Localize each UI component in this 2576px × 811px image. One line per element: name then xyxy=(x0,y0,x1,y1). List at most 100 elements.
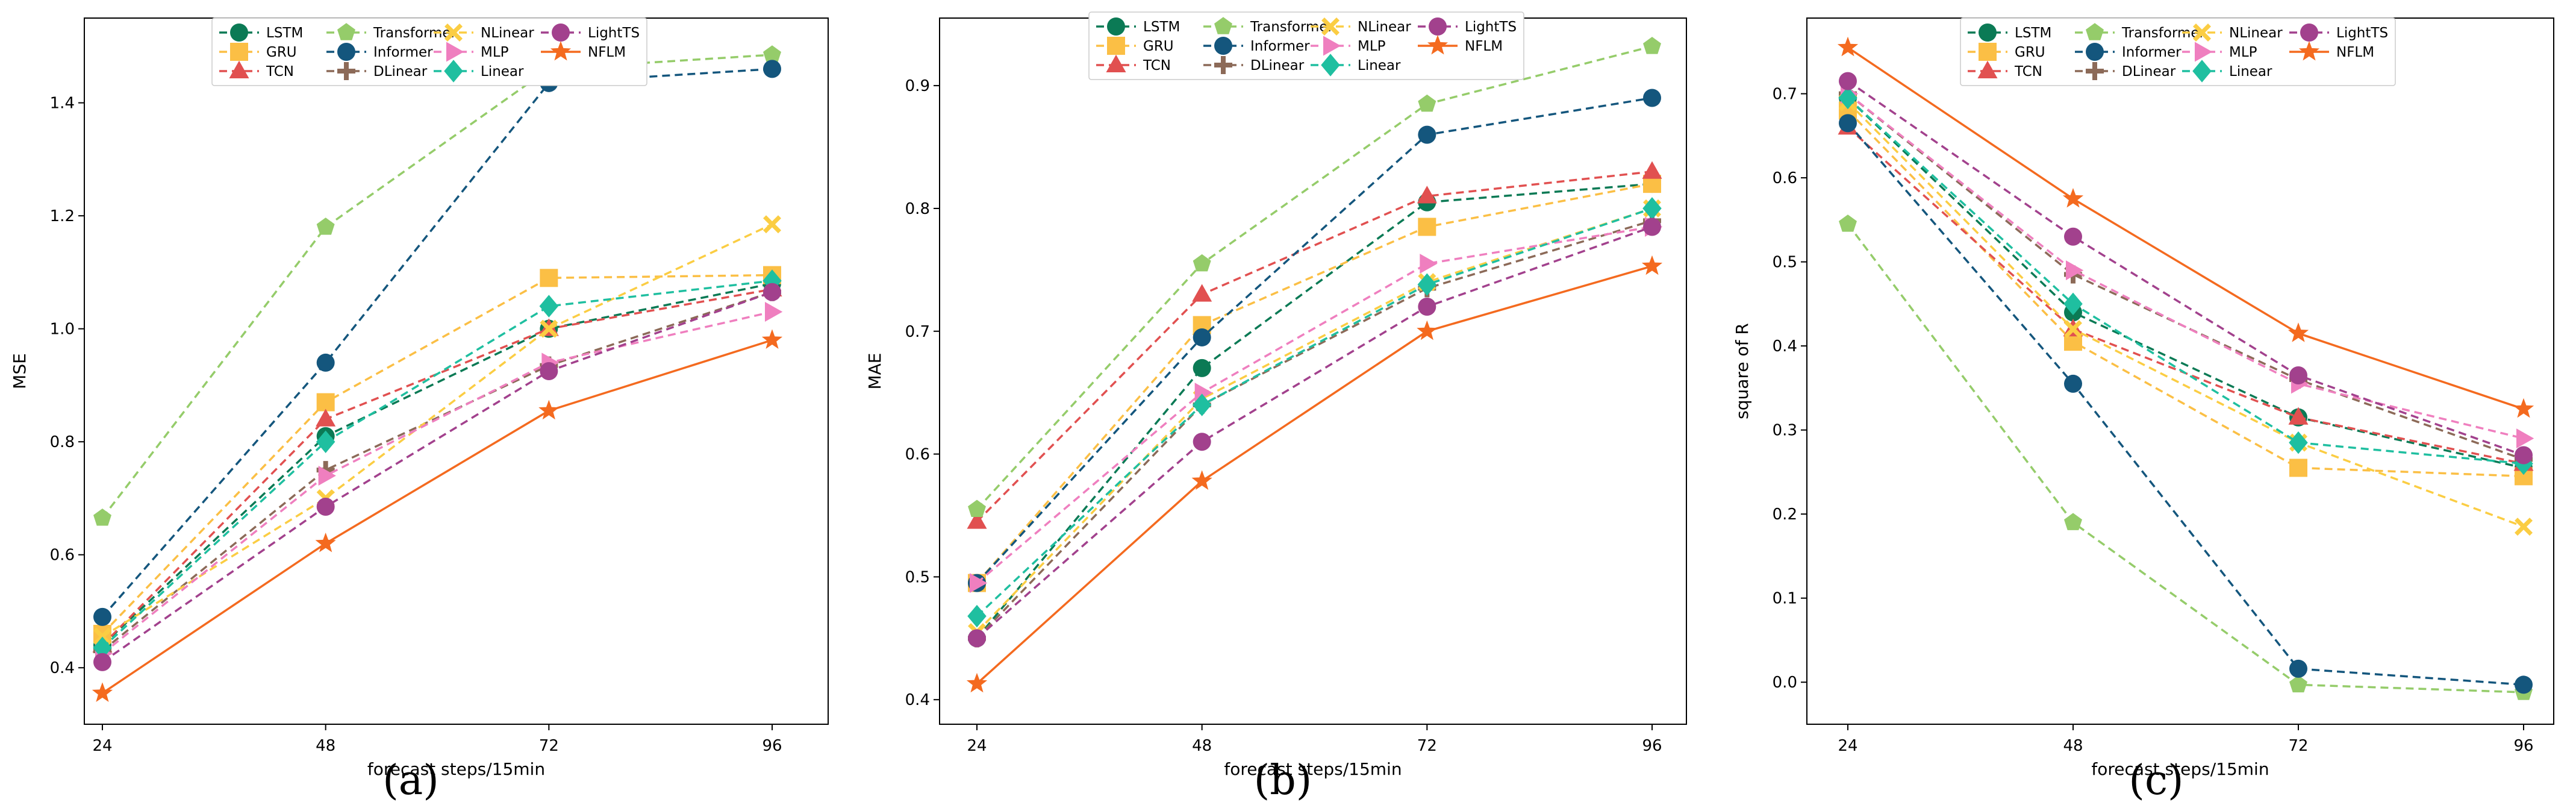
data-point-nlinear xyxy=(2064,320,2082,339)
legend-label-lightts: LightTS xyxy=(588,25,640,41)
series-line-gru xyxy=(101,274,773,635)
series-informer xyxy=(1839,114,2533,694)
legend-marker-gru xyxy=(230,43,248,61)
data-point-gru xyxy=(2289,459,2307,477)
series-linear xyxy=(93,269,782,660)
data-point-nlinear xyxy=(2515,518,2533,536)
data-point-transformer xyxy=(2289,675,2307,693)
series-nflm xyxy=(92,329,783,702)
x-tick-label: 48 xyxy=(2063,737,2083,755)
series-line-lightts xyxy=(1847,80,2524,457)
series-nlinear xyxy=(1839,93,2533,536)
data-point-lightts xyxy=(93,653,111,671)
data-point-transformer xyxy=(968,499,986,518)
legend-marker-lightts xyxy=(2300,23,2318,42)
panel-c: 0.0 0.1 0.2 0.3 0.4 0.5 0.6 0.7 24 48 72 96 forecast… xyxy=(1732,17,2554,804)
legend-marker-tcn xyxy=(1977,60,1998,78)
legend-marker-transformer xyxy=(2086,23,2104,40)
data-point-lightts xyxy=(1418,297,1436,316)
x-tick-label: 72 xyxy=(2288,737,2308,755)
series-line-nlinear xyxy=(1847,101,2524,528)
data-point-gru xyxy=(540,269,558,287)
x-tick-label: 72 xyxy=(1417,737,1437,755)
legend-label-nlinear: NLinear xyxy=(481,25,534,41)
series-informer xyxy=(93,60,781,626)
legend-marker-lstm xyxy=(1979,23,1997,42)
series-line-transformer xyxy=(101,54,773,519)
data-point-transformer xyxy=(316,218,335,235)
data-point-lightts xyxy=(968,629,986,648)
legend-label-mlp: MLP xyxy=(2229,45,2257,60)
series-transformer xyxy=(1839,214,2533,700)
series-gru xyxy=(93,266,781,643)
panel-b: 0.4 0.5 0.6 0.7 0.8 0.9 24 48 72 96 forecast steps… xyxy=(865,11,1687,804)
data-point-nlinear xyxy=(93,627,111,646)
y-tick-label: 0.8 xyxy=(905,200,930,218)
legend-marker-linear xyxy=(444,60,463,83)
legend-label-dlinear: DLinear xyxy=(1250,58,1305,74)
legend-marker-mlp xyxy=(446,42,464,62)
legend-label-tcn: TCN xyxy=(1143,58,1171,74)
x-tick-label: 96 xyxy=(762,737,782,755)
series-line-informer xyxy=(1847,122,2524,686)
y-tick-label: 0.0 xyxy=(1773,674,1797,692)
legend-label-dlinear: DLinear xyxy=(373,64,428,80)
legend-label-mlp: MLP xyxy=(481,45,509,60)
panel-a: 0.4 0.6 0.8 1.0 1.2 1.4 24 48 72 96 forecast steps… xyxy=(10,17,829,804)
series-line-lightts xyxy=(102,291,773,663)
series-line-gru xyxy=(1847,110,2524,478)
series-linear xyxy=(1838,86,2533,475)
legend-label-gru: GRU xyxy=(1143,39,1174,54)
data-point-nflm xyxy=(538,399,560,420)
legend-box xyxy=(211,17,647,86)
series-line-gru xyxy=(976,183,1653,584)
legend-label-tcn: TCN xyxy=(266,64,294,80)
data-point-mlp xyxy=(1420,254,1438,274)
legend-marker-tcn xyxy=(229,60,249,78)
series-line-nflm xyxy=(102,339,773,694)
series-line-nlinear xyxy=(976,207,1653,633)
data-point-tcn xyxy=(1642,161,1662,179)
y-tick-label: 0.7 xyxy=(1773,86,1797,104)
series-nlinear xyxy=(968,199,1661,642)
y-axis-label: MAE xyxy=(865,352,885,389)
panel-label: (b) xyxy=(1254,757,1312,804)
series-linear xyxy=(967,197,1662,628)
panel-label: (c) xyxy=(2128,757,2183,804)
legend-label-lstm: LSTM xyxy=(266,25,303,41)
data-point-informer xyxy=(2064,374,2082,393)
data-point-linear xyxy=(2289,431,2308,454)
data-point-informer xyxy=(1839,114,1857,133)
legend-marker-informer xyxy=(337,43,355,61)
data-point-linear xyxy=(1417,273,1437,296)
x-axis-label: forecast steps/15min xyxy=(2091,759,2269,779)
data-point-tcn xyxy=(2288,407,2309,425)
data-point-transformer xyxy=(1839,214,1857,232)
y-tick-label: 0.6 xyxy=(905,446,930,464)
legend-box xyxy=(1088,11,1524,80)
data-point-nlinear xyxy=(540,319,558,338)
series-line-linear xyxy=(976,207,1653,617)
data-point-gru xyxy=(316,393,335,412)
legend-marker-nlinear xyxy=(2193,23,2211,42)
y-tick-label: 0.6 xyxy=(50,546,75,565)
data-point-transformer xyxy=(1643,37,1661,54)
data-point-transformer xyxy=(93,509,111,526)
data-point-linear xyxy=(1642,197,1662,220)
data-point-transformer xyxy=(763,45,781,63)
data-point-nflm xyxy=(1417,320,1438,340)
x-tick-label: 24 xyxy=(1838,737,1857,755)
y-axis-label: MSE xyxy=(10,353,30,389)
legend-label-informer: Informer xyxy=(1250,39,1310,54)
series-line-lightts xyxy=(976,225,1653,639)
y-tick-label: 0.2 xyxy=(1773,506,1797,524)
data-point-lstm xyxy=(1193,359,1211,377)
legend-label-nflm: NFLM xyxy=(1465,39,1503,54)
series-line-dlinear xyxy=(101,291,773,652)
data-point-mlp xyxy=(2516,428,2534,449)
y-tick-label: 0.5 xyxy=(1773,254,1797,272)
legend-label-gru: GRU xyxy=(2015,45,2045,60)
series-lightts xyxy=(968,218,1661,648)
legend-marker-tcn xyxy=(1106,54,1126,72)
